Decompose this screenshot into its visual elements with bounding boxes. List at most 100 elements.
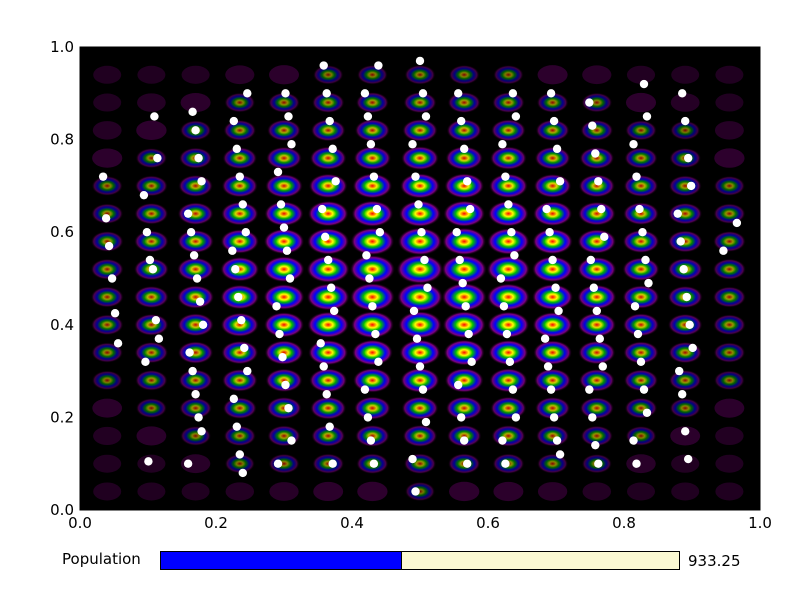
scatter-point bbox=[417, 228, 426, 237]
scatter-point bbox=[322, 390, 331, 399]
scatter-point bbox=[273, 167, 283, 177]
heatmap-cell bbox=[312, 64, 344, 85]
heatmap-cell bbox=[309, 396, 347, 420]
scatter-point bbox=[142, 228, 152, 237]
heatmap-cell bbox=[92, 398, 123, 418]
scatter-point bbox=[238, 200, 247, 209]
heatmap-cell bbox=[714, 121, 744, 140]
heatmap-cell bbox=[263, 284, 305, 311]
heatmap-cell bbox=[622, 229, 660, 254]
scatter-point bbox=[197, 177, 206, 186]
scatter-point bbox=[365, 274, 374, 283]
scatter-point bbox=[281, 89, 290, 98]
scatter-point bbox=[457, 116, 466, 126]
heatmap-cell bbox=[577, 312, 617, 338]
scatter-point bbox=[148, 265, 158, 274]
heatmap-cell bbox=[444, 367, 484, 393]
heatmap-cell bbox=[577, 340, 616, 365]
scatter-point bbox=[423, 283, 432, 292]
scatter-point bbox=[498, 140, 507, 149]
heatmap-cell bbox=[307, 311, 350, 339]
scatter-point bbox=[316, 339, 325, 348]
x-tick-label: 0.2 bbox=[204, 514, 228, 532]
scatter-point bbox=[594, 177, 603, 186]
scatter-point bbox=[154, 334, 164, 343]
scatter-point bbox=[420, 255, 429, 265]
heatmap-cell bbox=[266, 396, 302, 420]
scatter-point bbox=[275, 329, 284, 339]
scatter-point bbox=[284, 112, 293, 121]
heatmap-cell bbox=[176, 285, 215, 309]
y-tick-label: 0.6 bbox=[50, 223, 74, 241]
scatter-point bbox=[639, 385, 649, 394]
scatter-point bbox=[372, 204, 382, 214]
heatmap-cell bbox=[180, 454, 211, 474]
scatter-point bbox=[586, 255, 596, 265]
population-value: 933.25 bbox=[688, 552, 741, 570]
heatmap-cell bbox=[445, 146, 484, 171]
heatmap-cell bbox=[622, 202, 660, 226]
scatter-point bbox=[198, 320, 208, 329]
heatmap-cell bbox=[355, 91, 390, 114]
heatmap-cell bbox=[533, 368, 572, 393]
scatter-point bbox=[281, 380, 290, 390]
scatter-point bbox=[287, 436, 296, 445]
heatmap-cell bbox=[712, 258, 747, 280]
scatter-point bbox=[588, 413, 597, 422]
heatmap-cell bbox=[397, 310, 443, 339]
scatter-point bbox=[411, 487, 420, 496]
heatmap-cell bbox=[403, 91, 437, 114]
heatmap-cell bbox=[488, 173, 529, 199]
heatmap-cell bbox=[668, 202, 703, 225]
scatter-point bbox=[505, 357, 515, 367]
heatmap-cell bbox=[307, 339, 349, 366]
y-tick-label: 0.0 bbox=[50, 501, 74, 519]
heatmap-cell bbox=[579, 147, 615, 170]
scatter-point bbox=[408, 140, 417, 149]
scatter-point bbox=[598, 362, 607, 371]
heatmap-cell bbox=[625, 120, 657, 141]
heatmap-cell bbox=[404, 481, 436, 502]
heatmap-cell bbox=[623, 369, 659, 392]
scatter-point bbox=[328, 459, 337, 468]
heatmap-cell bbox=[488, 339, 529, 366]
heatmap-cell bbox=[713, 370, 745, 391]
scatter-point bbox=[591, 149, 600, 158]
heatmap-cell bbox=[266, 119, 302, 142]
scatter-point bbox=[321, 232, 330, 242]
heatmap-cell bbox=[626, 65, 656, 84]
heatmap-cell bbox=[714, 398, 745, 418]
scatter-point bbox=[632, 459, 641, 468]
scatter-point bbox=[235, 450, 244, 459]
population-label: Population bbox=[62, 550, 141, 568]
heatmap-cell bbox=[490, 396, 527, 420]
scatter-point bbox=[284, 403, 293, 413]
scatter-point bbox=[329, 306, 339, 316]
scatter-point bbox=[454, 89, 463, 98]
scatter-point bbox=[507, 228, 516, 237]
heatmap-cell bbox=[177, 202, 214, 226]
scatter-point bbox=[145, 255, 155, 265]
scatter-point bbox=[325, 116, 334, 126]
scatter-point bbox=[540, 334, 550, 343]
heatmap-cell bbox=[268, 453, 300, 474]
scatter-point bbox=[369, 172, 379, 181]
scatter-point bbox=[191, 126, 200, 135]
heatmap-cell bbox=[578, 368, 615, 392]
heatmap-cell bbox=[93, 482, 122, 501]
scatter-point bbox=[150, 112, 159, 121]
heatmap-cell bbox=[715, 426, 744, 446]
heatmap-cell bbox=[537, 482, 568, 501]
heatmap-cell bbox=[180, 92, 211, 113]
scatter-point bbox=[318, 204, 327, 214]
scatter-point bbox=[499, 302, 509, 311]
scatter-point bbox=[552, 144, 562, 154]
scatter-point bbox=[588, 121, 597, 130]
heatmap-cell bbox=[399, 339, 441, 366]
heatmap-cell bbox=[487, 311, 530, 339]
heatmap-cell bbox=[486, 228, 530, 255]
heatmap-cell bbox=[534, 396, 571, 420]
heatmap-cell bbox=[137, 93, 166, 112]
heatmap-cell bbox=[622, 257, 660, 282]
scatter-point bbox=[639, 79, 649, 89]
